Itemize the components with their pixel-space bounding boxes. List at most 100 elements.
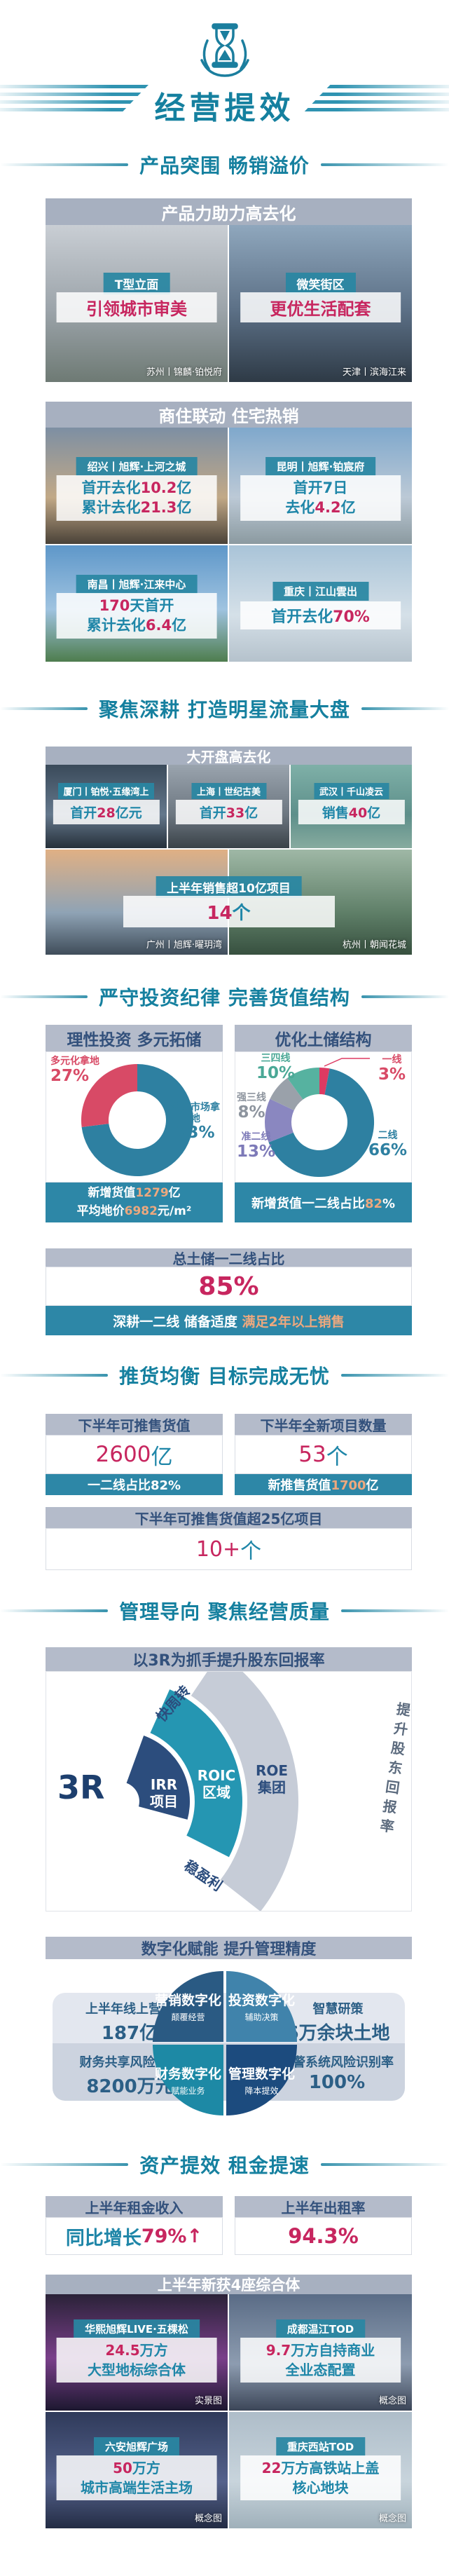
band-line: 首开7日: [293, 479, 348, 496]
donut-label: 一线 3%: [378, 1054, 406, 1084]
photo-caption: 概念图: [378, 2396, 406, 2406]
asset-card1-value: 同比增长 79% ↑: [46, 2217, 223, 2255]
photo-tianjin: 微笑街区 更优生活配套 天津丨滨海江来: [229, 225, 412, 382]
tile-banner: 武汉丨千山凌云: [313, 783, 389, 799]
quad-marketing: 营销数字化 颠覆经营: [153, 1971, 223, 2042]
push-wide-value: 10+ 个: [46, 1528, 412, 1570]
digital-stat-marketing: 上半年线上营销 187亿: [85, 2002, 174, 2044]
r3-fan-diagram: IRR 项目 ROIC 区域 ROE 集团: [126, 1672, 298, 1911]
panel-product-header: 产品力助力高去化: [46, 198, 412, 225]
section-heading-mgmt: 管理导向 聚焦经营质量: [0, 1600, 449, 1623]
asset-card1-header: 上半年租金收入: [46, 2196, 223, 2217]
section-heading-push: 推货均衡 目标完成无忧: [0, 1364, 449, 1388]
push-card1-header: 下半年可推售货值: [46, 1414, 223, 1435]
digital-stat-research: 智慧研策 6万余块土地: [286, 2002, 390, 2044]
tile-banner: 昆明丨旭辉·铂宸府: [265, 457, 376, 476]
title-stripes-right: [301, 85, 449, 116]
band-line: 城市高端生活主场: [80, 2479, 193, 2496]
push-card2-footer: 新推售货值1700亿: [235, 1474, 412, 1495]
band-line: 170天首开: [99, 597, 174, 614]
invest-right-chart: 三四线 10% 一线 3% 强三线 8% 准二线 13% 二线 66%: [235, 1051, 412, 1183]
donut-chart-left: [81, 1064, 193, 1176]
photo-suzhou: T型立面 引领城市审美 苏州丨锦麟·铂悦府: [46, 225, 228, 382]
photo-wukesong: 华熙旭辉LIVE·五棵松 24.5万方 大型地标综合体 实景图: [46, 2294, 228, 2411]
donut-label: 准二线 13%: [237, 1131, 276, 1161]
tile-band: 首开去化70%: [240, 601, 401, 629]
band-line: 50万方: [113, 2460, 160, 2476]
heading-line-right: [320, 2163, 449, 2166]
landbank-bar: 深耕一二线 储备适度 满足2年以上销售: [46, 1306, 412, 1335]
invest-left-header: 理性投资 多元拓储: [46, 1025, 223, 1051]
tile-banner: 重庆西站TOD: [275, 2437, 366, 2456]
band-line: 22万方高铁站上盖: [261, 2460, 380, 2476]
photo-kunming: 昆明丨旭辉·铂宸府 首开7日 去化4.2亿: [229, 428, 412, 544]
tile-band: 引领城市审美: [56, 292, 217, 322]
tile-banner: 南昌丨旭辉·江来中心: [76, 575, 198, 594]
photo-caption: 概念图: [378, 2514, 406, 2524]
band-line: 全业态配置: [285, 2362, 356, 2378]
push-card2-value: 53 个: [235, 1435, 412, 1474]
tile-banner: 华熙旭辉LIVE·五棵松: [74, 2319, 200, 2338]
heading-line-right: [340, 1374, 449, 1377]
tile-band: 首开7日 去化4.2亿: [240, 475, 401, 521]
section-heading-product: 产品突围 畅销溢价: [0, 153, 449, 177]
tile-banner: 成都温江TOD: [275, 2319, 366, 2338]
tile-band: 50万方 城市高端生活主场: [56, 2455, 217, 2500]
landbank-value-box: 85%: [46, 1267, 412, 1306]
tile-banner: 上海丨世纪古美: [191, 783, 267, 799]
invest-left-footer: 新增货值1279亿 平均地价6982元/m²: [46, 1183, 223, 1222]
band-line: 累计去化6.4亿: [86, 617, 187, 634]
photo-caption: 天津丨滨海江来: [342, 367, 406, 378]
tile-banner: 厦门丨铂悦·五缘湾上: [57, 783, 155, 799]
section-heading-focus: 聚焦深耕 打造明星流量大盘: [0, 697, 449, 721]
landbank-header: 总土储一二线占比: [46, 1248, 412, 1267]
quad-finance: 财务数字化 赋能业务: [153, 2045, 223, 2115]
photo-hangzhou: 杭州丨朝闻花城: [229, 850, 412, 955]
quad-management: 管理数字化 降本提效: [226, 2045, 297, 2115]
r3-header: 以3R为抓手提升股东回报率: [46, 1647, 412, 1671]
tile-band: 销售40亿: [298, 800, 405, 824]
photo-caption: 概念图: [194, 2514, 222, 2524]
landbank-value: 85%: [198, 1272, 259, 1301]
heading-line-right: [340, 1609, 449, 1612]
heading-line-left: [0, 995, 88, 998]
footer-line: 新增货值1279亿: [88, 1186, 181, 1200]
page-title: 经营提效: [154, 90, 295, 126]
push-card1-value: 2600 亿: [46, 1435, 223, 1474]
band-line: 首开去化10.2亿: [81, 479, 192, 496]
footer-line: 一二线占比82%: [87, 1478, 181, 1493]
footer-line: 新增货值一二线占比82%: [251, 1196, 396, 1211]
tile-band: 170天首开 累计去化6.4亿: [56, 593, 217, 639]
donut-label: 强三线 8%: [237, 1092, 266, 1122]
tile-banner: 六安旭辉广场: [93, 2437, 180, 2456]
push-card1-footer: 一二线占比82%: [46, 1474, 223, 1495]
photo-shiji-gumei: 上海丨世纪古美 首开33亿: [168, 765, 289, 848]
photo-chengdu: 成都温江TOD 9.7万方自持商业 全业态配置 概念图: [229, 2294, 412, 2411]
band-line: 累计去化21.3亿: [81, 499, 192, 517]
heading-line-left: [0, 2163, 129, 2166]
heading-line-left: [0, 707, 88, 710]
push-card2-header: 下半年全新项目数量: [235, 1414, 412, 1435]
photo-cqwest: 重庆西站TOD 22万方高铁站上盖 核心地块 概念图: [229, 2412, 412, 2528]
r3-center-label: 3R: [57, 1769, 105, 1806]
photo-nanchang: 南昌丨旭辉·江来中心 170天首开 累计去化6.4亿: [46, 545, 228, 662]
band-line: 9.7万方自持商业: [265, 2342, 375, 2359]
band-line: 24.5万方: [105, 2342, 168, 2359]
hourglass-icon: [200, 23, 249, 77]
photo-luan: 六安旭辉广场 50万方 城市高端生活主场 概念图: [46, 2412, 228, 2528]
photo-xiamen: 厦门丨铂悦·五缘湾上 首开28亿元: [46, 765, 167, 848]
tile-band: 9.7万方自持商业 全业态配置: [240, 2338, 401, 2383]
heading-line-left: [0, 163, 129, 166]
digital-quadrant-circle: 营销数字化 颠覆经营 投资数字化 辅助决策 财务数字化 赋能业务 管理数字化 降本提效: [153, 1971, 297, 2115]
donut-label: 公开市场拿地 73%: [171, 1102, 220, 1143]
bar-line: 深耕一二线 储备适度 满足2年以上销售: [113, 1314, 345, 1330]
r3-fan-panel: IRR 项目 ROIC 区域 ROE 集团 3R 快周转 稳盈利 提升股东回报率: [46, 1671, 412, 1911]
heading-line-right: [361, 995, 449, 998]
donut-label: 多元化拿地 27%: [50, 1056, 99, 1085]
photo-chongqing: 重庆丨江山雲出 首开去化70%: [229, 545, 412, 662]
digital-header: 数字化赋能 提升管理精度: [46, 1937, 412, 1959]
